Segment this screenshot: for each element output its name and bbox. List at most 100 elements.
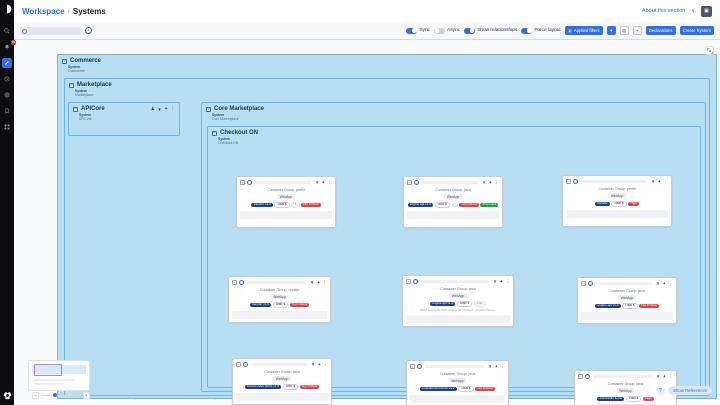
node-card[interactable]: − ☉ ▼ ✦ ⋮ Container Group: java WebApp b… [232, 358, 332, 405]
settings-icon[interactable] [2, 390, 12, 400]
avatar[interactable]: ☉ [587, 280, 593, 287]
pin-icon[interactable]: ✦ [488, 179, 493, 185]
collapse-icon[interactable]: − [581, 280, 586, 286]
collapse-icon[interactable]: − [62, 58, 67, 64]
chevron-down-icon[interactable]: ∨ [691, 8, 695, 14]
avatar[interactable]: ☉ [242, 361, 248, 368]
collapse-icon[interactable]: − [232, 279, 237, 285]
toggle-show-relationships[interactable]: Show relationships [464, 27, 517, 34]
collapse-icon[interactable]: − [212, 130, 217, 136]
avatar[interactable]: ☉ [246, 179, 252, 186]
grid-icon[interactable] [2, 122, 12, 132]
filter-icon[interactable]: ▼ [157, 106, 162, 112]
avatar[interactable]: ☉ [412, 278, 418, 285]
collapse-icon[interactable]: − [566, 178, 571, 184]
filter-icon[interactable]: ▼ [492, 279, 498, 284]
filter-icon[interactable]: ▼ [314, 180, 320, 185]
more-icon[interactable]: ⋮ [170, 106, 176, 111]
globe-icon[interactable] [2, 90, 12, 100]
avatar[interactable]: ☉ [416, 363, 422, 370]
node-card[interactable]: − ☉ ▼ ✦ ⋮ Container Group: java WebApp e… [403, 176, 503, 228]
avatar[interactable]: ▣ [701, 5, 712, 17]
show-references-button[interactable]: Show References [668, 386, 712, 395]
pin-icon[interactable]: ✦ [317, 361, 322, 367]
about-this-section-link[interactable]: About this section [641, 8, 686, 14]
info-icon[interactable]: i [85, 27, 92, 34]
filter-icon[interactable]: ▼ [309, 280, 315, 285]
search-input[interactable] [28, 28, 82, 33]
collapse-icon[interactable]: − [69, 82, 74, 88]
collapse-icon[interactable]: − [236, 361, 241, 367]
search-box[interactable] [20, 26, 82, 35]
node-card[interactable]: − ☉ ▼ ✦ ⋮ Container Group: java WebApp e… [577, 277, 677, 324]
node-card[interactable]: − ☉ ▼ ✦ ⋮ Container Group: java WebApp e… [402, 275, 514, 328]
collapse-icon[interactable]: − [578, 373, 583, 379]
more-icon[interactable]: ⋮ [668, 280, 674, 286]
group-checkout-on[interactable]: − Checkout ON System Checkout ON [207, 126, 701, 388]
pin-icon[interactable]: ✦ [321, 179, 326, 185]
collapse-icon[interactable]: − [410, 363, 415, 369]
app-logo-icon[interactable] [2, 4, 12, 14]
toggle-async[interactable]: Async [434, 27, 460, 34]
pin-icon[interactable]: ✦ [657, 178, 662, 184]
notifications-icon[interactable]: 99 [2, 40, 16, 52]
avatar[interactable]: ☉ [572, 178, 578, 185]
filter-icon[interactable]: ▼ [655, 281, 661, 286]
more-icon[interactable]: ⋮ [500, 363, 506, 369]
filter-icon[interactable]: ▼ [310, 362, 316, 367]
declarations-button[interactable]: Declarations [645, 26, 676, 35]
node-card[interactable]: − ☉ ▼ ✦ ⋮ Container Group: prefix WebApp… [562, 175, 672, 227]
group-apicore[interactable]: − APICore ♟ ▼ ✦ ⋮ System APICore [68, 102, 180, 136]
clock-icon[interactable] [2, 74, 12, 84]
edit-icon[interactable] [2, 58, 12, 68]
applied-filters-button[interactable]: 2 Applied filters [564, 26, 603, 35]
node-card[interactable]: − ☉ ▼ ✦ ⋮ Container Group: nodejs WebApp… [228, 276, 331, 323]
toggle-force-layout[interactable]: Force layout [521, 27, 561, 34]
filter-icon[interactable]: ▼ [650, 179, 656, 184]
sync-switch[interactable] [406, 27, 418, 34]
node-card[interactable]: − ☉ ▼ ✦ ⋮ Container Group: prefill WebAp… [236, 176, 336, 228]
collapse-icon[interactable]: − [73, 106, 78, 112]
pin-icon[interactable]: ✦ [164, 106, 168, 111]
help-icon[interactable]: ? [656, 386, 666, 395]
zoom-slider-track[interactable] [41, 393, 81, 397]
bookmark-icon[interactable] [2, 106, 12, 116]
zoom-slider-knob[interactable] [53, 393, 57, 397]
pin-icon[interactable]: ✦ [499, 278, 504, 284]
minimap[interactable] [28, 360, 90, 391]
force-layout-switch[interactable] [521, 27, 533, 34]
breadcrumb-workspace[interactable]: Workspace [22, 6, 65, 16]
filter-icon[interactable]: ▼ [481, 180, 487, 185]
view-graph-button[interactable]: ✶ [606, 26, 616, 35]
collapse-icon[interactable]: − [407, 179, 412, 185]
avatar[interactable]: ☉ [413, 179, 419, 186]
more-icon[interactable]: ⋮ [663, 178, 669, 184]
avatar[interactable]: ☉ [584, 373, 590, 380]
more-icon[interactable]: ⋮ [505, 278, 511, 284]
collapse-icon[interactable]: − [406, 278, 411, 284]
pin-icon[interactable]: ✦ [316, 279, 321, 285]
collapse-icon[interactable]: − [206, 106, 211, 112]
search-icon[interactable] [2, 26, 12, 36]
more-icon[interactable]: ⋮ [668, 373, 674, 379]
toggle-sync[interactable]: Sync [406, 27, 430, 34]
async-switch[interactable] [434, 27, 446, 34]
view-list-button[interactable]: ▤ [619, 26, 629, 35]
avatar[interactable]: ☉ [238, 279, 244, 286]
zoom-in-button[interactable]: + [83, 392, 90, 399]
filter-icon[interactable]: ▼ [487, 364, 493, 369]
collapse-icon[interactable]: − [240, 179, 245, 185]
more-icon[interactable]: ⋮ [494, 179, 500, 185]
zoom-out-button[interactable]: − [32, 392, 39, 399]
more-icon[interactable]: ⋮ [327, 179, 333, 185]
pin-icon[interactable]: ✦ [662, 373, 667, 379]
view-tree-button[interactable]: ⑂ [632, 26, 642, 35]
show-relationships-switch[interactable] [464, 27, 476, 34]
filter-icon[interactable]: ▼ [655, 374, 661, 379]
pin-icon[interactable]: ✦ [662, 280, 667, 286]
pin-icon[interactable]: ✦ [494, 363, 499, 369]
node-card[interactable]: − ☉ ▼ ✦ ⋮ Container Group: java WebApp b… [406, 360, 509, 405]
person-icon[interactable]: ♟ [150, 106, 155, 111]
more-icon[interactable]: ⋮ [322, 279, 328, 285]
more-icon[interactable]: ⋮ [323, 361, 329, 367]
